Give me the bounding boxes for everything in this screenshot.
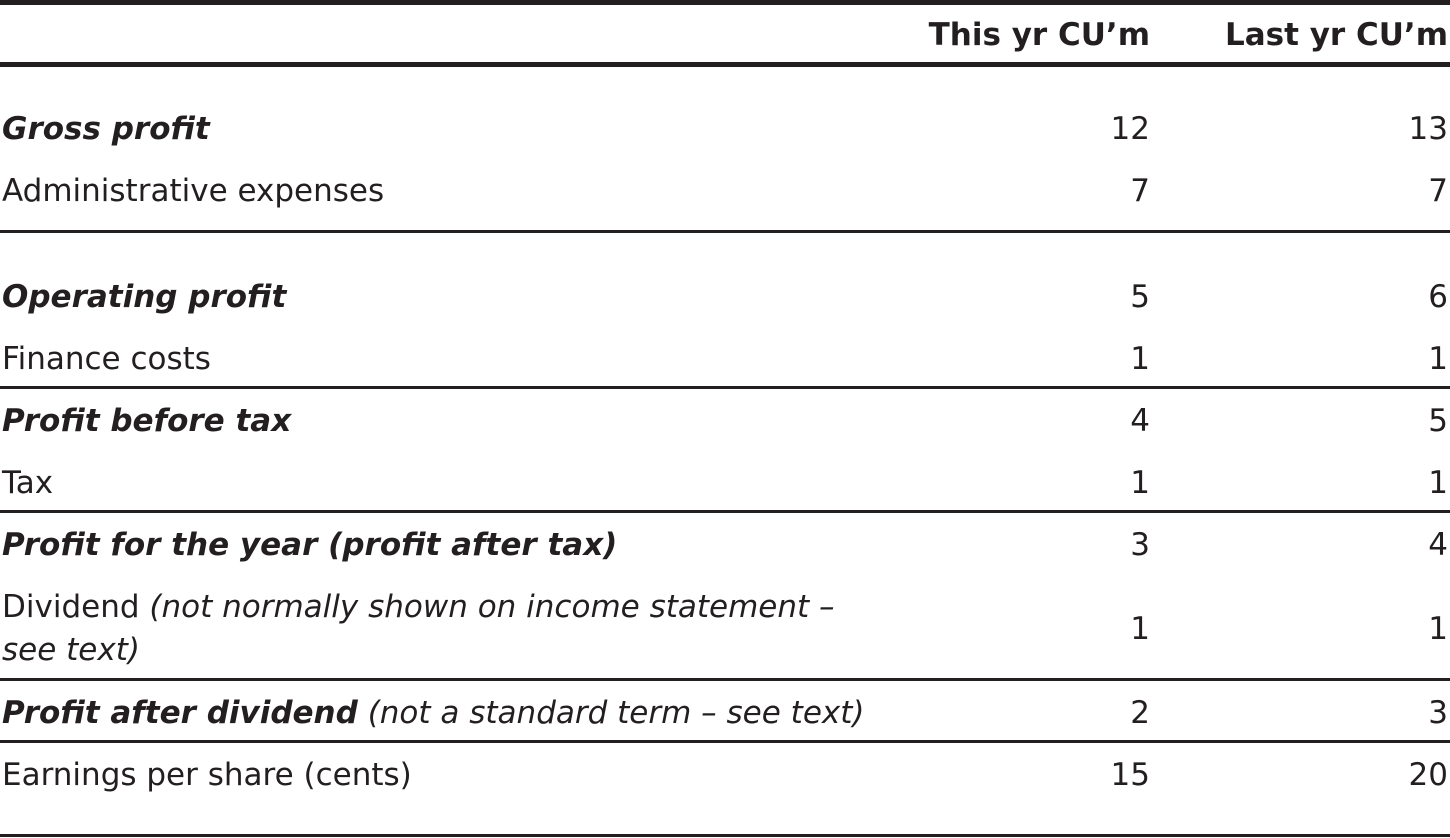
row-label: Earnings per share (cents): [2, 757, 412, 793]
this-year-value: 5: [1130, 279, 1150, 315]
bottom-rule: [0, 834, 1450, 837]
row-label: Dividend (not normally shown on income s…: [2, 589, 835, 668]
row-label: Profit after dividend (not a standard te…: [2, 695, 865, 731]
this-year-value: 1: [1130, 341, 1150, 377]
last-year-value: 13: [1408, 111, 1448, 147]
header-rule: [0, 62, 1450, 67]
this-year-value: 2: [1130, 695, 1150, 731]
this-year-value: 1: [1130, 611, 1150, 647]
this-year-value: 3: [1130, 527, 1150, 563]
last-year-value: 3: [1428, 695, 1448, 731]
row-divider: [0, 678, 1450, 681]
row-label: Administrative expenses: [2, 173, 385, 209]
this-year-value: 12: [1110, 111, 1150, 147]
row-label: Profit for the year (profit after tax): [2, 527, 618, 563]
last-year-value: 1: [1428, 611, 1448, 647]
row-label: Tax: [2, 465, 54, 501]
row-note: (not a standard term – see text): [367, 695, 865, 731]
last-year-value: 7: [1428, 173, 1448, 209]
row-divider: [0, 230, 1450, 233]
this-year-value: 15: [1110, 757, 1150, 793]
top-rule: [0, 0, 1450, 5]
last-year-value: 1: [1428, 341, 1448, 377]
column-header-this-year: This yr CU’m: [928, 17, 1150, 53]
last-year-value: 4: [1428, 527, 1448, 563]
row-note: (not normally shown on income statement …: [2, 589, 835, 668]
row-label: Finance costs: [2, 341, 211, 377]
row-label: Profit before tax: [2, 403, 292, 439]
row-label: Gross profit: [2, 111, 210, 147]
this-year-value: 7: [1130, 173, 1150, 209]
row-label: Operating profit: [2, 279, 287, 315]
this-year-value: 1: [1130, 465, 1150, 501]
last-year-value: 5: [1428, 403, 1448, 439]
this-year-value: 4: [1130, 403, 1150, 439]
column-header-last-year: Last yr CU’m: [1224, 17, 1448, 53]
last-year-value: 20: [1408, 757, 1448, 793]
row-divider: [0, 510, 1450, 513]
last-year-value: 1: [1428, 465, 1448, 501]
last-year-value: 6: [1428, 279, 1448, 315]
row-divider: [0, 386, 1450, 389]
row-divider: [0, 740, 1450, 743]
